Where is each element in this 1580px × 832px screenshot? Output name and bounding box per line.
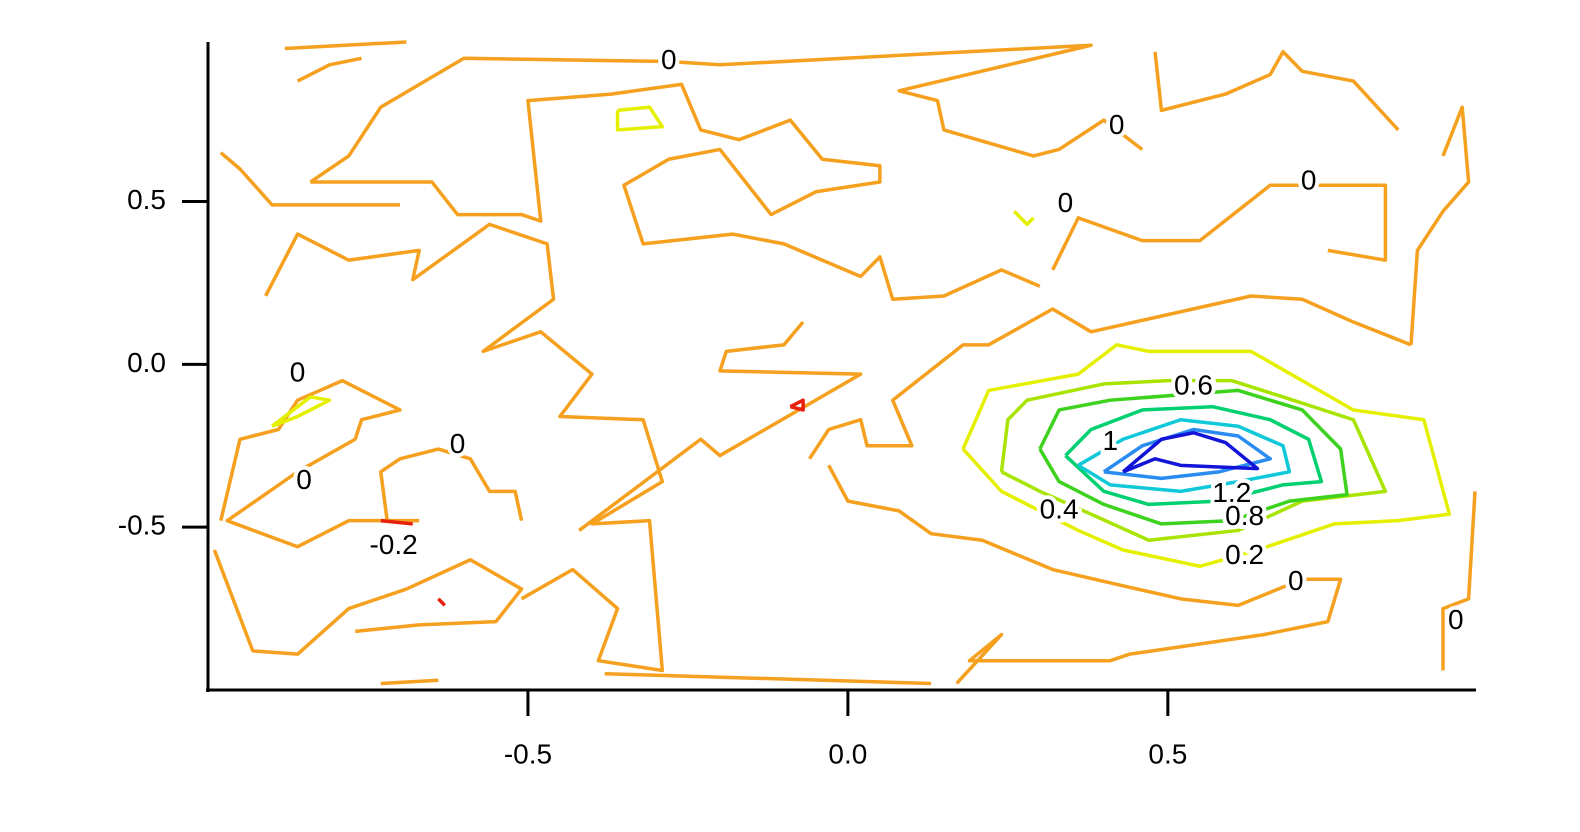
contour-line <box>1013 210 1035 227</box>
contour-label: 0 <box>1109 109 1125 140</box>
contour-line <box>379 447 524 522</box>
y-tick-label: 0.5 <box>127 184 166 215</box>
contour-label: 0.2 <box>1225 539 1264 570</box>
x-tick-label: 0.0 <box>828 738 867 769</box>
y-tick-label: 0.0 <box>127 347 166 378</box>
contour-line <box>808 294 1412 460</box>
contour-label: 0 <box>661 44 677 75</box>
contour-label: 0 <box>1301 164 1317 195</box>
contour-label: 0 <box>296 464 312 495</box>
contour-line <box>999 378 1388 542</box>
contour-label: 0 <box>1448 604 1464 635</box>
x-tick-label: -0.5 <box>504 738 552 769</box>
contour-line <box>1038 388 1349 526</box>
contour-line <box>437 597 447 607</box>
contour-line <box>270 395 332 428</box>
contour-line <box>219 151 400 207</box>
contour-label: 0 <box>1058 187 1074 218</box>
y-tick-label: -0.5 <box>118 510 166 541</box>
contour-line <box>1077 417 1292 494</box>
contour-line <box>284 40 407 51</box>
contour-line <box>1064 404 1324 507</box>
contour-line <box>1051 183 1388 271</box>
contour-label: 0.6 <box>1174 370 1213 401</box>
contour-label: 0 <box>290 357 306 388</box>
contour-label: 1.2 <box>1212 477 1251 508</box>
contour-label: 0 <box>1288 565 1304 596</box>
contour-line <box>604 671 932 686</box>
contour-line <box>380 678 439 686</box>
contour-line <box>578 320 863 532</box>
contour-line <box>789 398 805 412</box>
contour-line <box>310 82 1041 301</box>
contour-line <box>1409 105 1471 345</box>
contour-line <box>961 343 1452 569</box>
contour-line <box>296 56 362 83</box>
contour-line <box>1153 50 1400 132</box>
contour-line <box>615 105 665 132</box>
contour-line <box>1102 427 1272 481</box>
contour-label: 0 <box>450 428 466 459</box>
contour-line <box>264 222 665 673</box>
contour-line <box>1441 491 1477 671</box>
contour-line <box>212 549 524 656</box>
contour-line <box>309 43 1144 184</box>
contour-line <box>219 378 420 549</box>
contour-line <box>1121 431 1260 474</box>
contour-line <box>827 464 1343 685</box>
contour-label: 0.4 <box>1040 493 1079 524</box>
contour-label: 0.8 <box>1225 500 1264 531</box>
x-tick-label: 0.5 <box>1148 738 1187 769</box>
contour-label: 1 <box>1102 425 1118 456</box>
contour-label: -0.2 <box>369 529 417 560</box>
contour-line <box>380 518 413 526</box>
